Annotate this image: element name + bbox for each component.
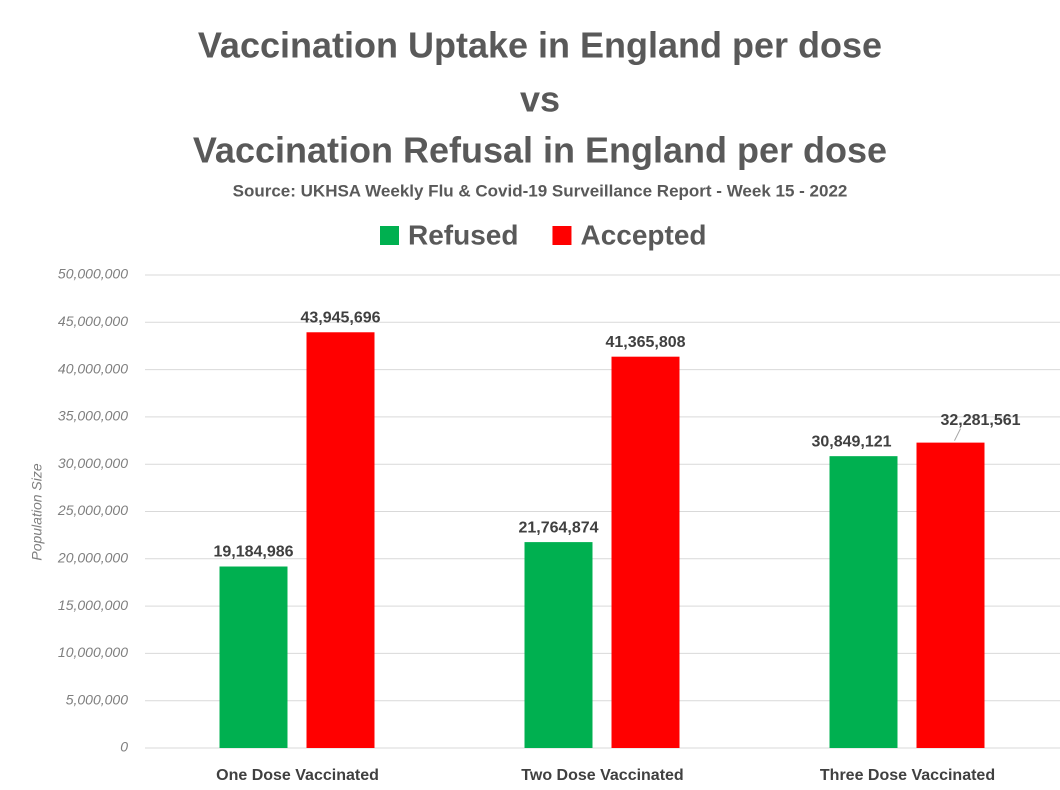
leader-line [954, 428, 961, 441]
y-tick-label: 50,000,000 [58, 266, 128, 282]
y-tick-label: 15,000,000 [58, 597, 128, 613]
chart-title: vs [520, 79, 560, 120]
y-tick-label: 0 [120, 739, 128, 755]
legend-label: Accepted [580, 219, 706, 250]
legend-label: Refused [408, 219, 518, 250]
y-tick-label: 10,000,000 [58, 644, 128, 660]
y-tick-label: 30,000,000 [58, 455, 128, 471]
x-tick-label: Three Dose Vaccinated [820, 767, 995, 784]
legend-swatch [380, 226, 399, 245]
y-tick-label: 25,000,000 [57, 502, 128, 518]
data-label: 41,365,808 [605, 334, 685, 351]
data-label: 21,764,874 [518, 519, 598, 536]
x-tick-label: One Dose Vaccinated [216, 767, 379, 784]
data-label: 19,184,986 [213, 544, 293, 561]
data-label: 30,849,121 [811, 433, 891, 450]
legend-swatch [552, 226, 572, 245]
chart-title: Vaccination Uptake in England per dose [198, 25, 882, 66]
y-tick-label: 5,000,000 [66, 691, 128, 707]
bar [829, 456, 898, 748]
bar [306, 332, 375, 748]
y-tick-label: 20,000,000 [57, 550, 128, 566]
bar [916, 442, 985, 748]
y-tick-label: 40,000,000 [58, 360, 128, 376]
bar [611, 356, 680, 748]
bar [524, 542, 593, 748]
data-label: 43,945,696 [300, 309, 380, 326]
y-axis-title: Population Size [29, 463, 45, 561]
y-tick-label: 45,000,000 [58, 313, 128, 329]
chart-subtitle: Source: UKHSA Weekly Flu & Covid-19 Surv… [233, 181, 848, 200]
bar [219, 566, 288, 748]
y-tick-label: 35,000,000 [58, 408, 128, 424]
chart-title: Vaccination Refusal in England per dose [193, 130, 887, 171]
data-label: 32,281,561 [940, 412, 1020, 429]
x-tick-label: Two Dose Vaccinated [521, 767, 683, 784]
